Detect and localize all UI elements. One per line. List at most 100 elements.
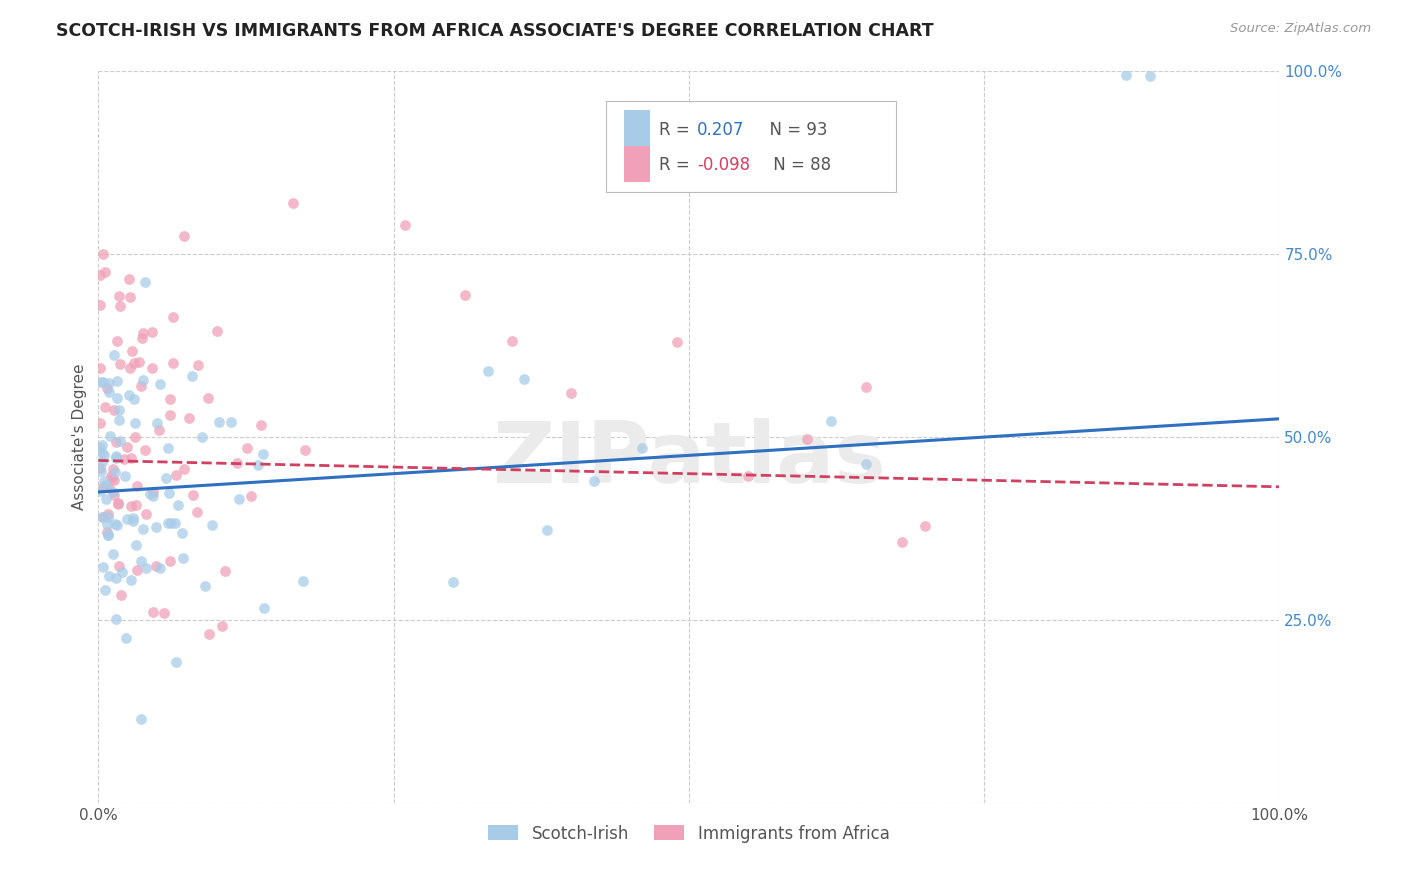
Point (157, 516, 180, 530)
Text: ZIPatlas: ZIPatlas (492, 417, 886, 500)
Point (120, 574, 142, 588)
Point (292, 574, 315, 589)
Point (121, 343, 143, 358)
Point (103, 485, 125, 500)
Point (128, 354, 150, 368)
Point (246, 458, 269, 473)
Point (198, 627, 221, 641)
Point (394, 218, 416, 232)
Point (91, 446, 114, 460)
Point (252, 447, 274, 461)
Point (630, 441, 652, 455)
Point (91, 438, 114, 452)
Point (115, 440, 138, 454)
Point (89, 268, 111, 283)
Point (141, 325, 163, 339)
Point (125, 563, 148, 577)
Point (117, 387, 139, 401)
Point (103, 348, 125, 362)
Point (153, 607, 176, 621)
Bar (624, 145, 650, 182)
Point (115, 512, 138, 526)
Point (142, 489, 165, 503)
Point (97, 510, 120, 524)
Text: R =: R = (659, 156, 696, 174)
Text: 0.207: 0.207 (697, 120, 745, 138)
Point (127, 478, 149, 492)
Point (134, 443, 156, 458)
Point (90, 375, 112, 389)
Point (240, 489, 263, 503)
Point (129, 712, 152, 726)
Point (105, 374, 128, 388)
Point (91, 375, 114, 389)
Point (214, 564, 236, 578)
Point (253, 601, 276, 615)
Point (181, 488, 204, 502)
Point (121, 514, 143, 528)
Point (104, 434, 127, 449)
Point (107, 497, 129, 511)
Point (162, 310, 184, 325)
Point (122, 356, 145, 370)
Point (820, 414, 842, 428)
Legend: Scotch-Irish, Immigrants from Africa: Scotch-Irish, Immigrants from Africa (482, 818, 896, 849)
Point (101, 471, 124, 485)
Point (94, 491, 117, 506)
Point (132, 326, 155, 340)
Point (94, 400, 117, 414)
Point (131, 522, 153, 536)
Point (501, 334, 523, 349)
Point (441, 575, 464, 590)
Point (94, 477, 117, 491)
Point (225, 456, 247, 470)
Point (294, 442, 316, 457)
Point (172, 550, 194, 565)
Point (249, 418, 271, 433)
Point (890, 534, 912, 549)
Point (101, 547, 124, 561)
Text: N = 93: N = 93 (759, 120, 827, 138)
Point (105, 334, 128, 348)
Point (125, 498, 148, 512)
Point (125, 538, 148, 552)
Point (105, 451, 128, 466)
Point (228, 492, 250, 507)
Point (108, 403, 131, 417)
Point (89, 361, 111, 376)
Point (97, 569, 120, 583)
Point (108, 413, 131, 427)
Point (110, 357, 132, 371)
Point (796, 433, 818, 447)
Point (134, 275, 156, 289)
Point (91, 510, 114, 524)
Point (96, 381, 118, 395)
Point (93, 474, 115, 488)
Bar (624, 111, 650, 147)
Point (131, 331, 153, 345)
Point (89, 441, 111, 455)
Point (108, 298, 131, 312)
Y-axis label: Associate's Degree: Associate's Degree (72, 364, 87, 510)
Point (149, 561, 172, 575)
Point (111, 565, 134, 579)
Point (142, 606, 165, 620)
Point (91, 246, 114, 260)
Point (112, 452, 135, 467)
Point (105, 612, 128, 626)
Point (104, 465, 127, 479)
Point (89, 298, 111, 312)
Point (166, 655, 188, 669)
Point (124, 416, 146, 430)
Point (90, 510, 112, 524)
Point (124, 430, 146, 444)
Point (173, 462, 195, 476)
Point (194, 579, 217, 593)
Point (1115, 68, 1137, 82)
Point (114, 631, 136, 645)
Point (120, 450, 142, 465)
Text: -0.098: -0.098 (697, 156, 751, 174)
Point (157, 441, 180, 455)
Point (91, 560, 114, 574)
Point (138, 487, 160, 501)
